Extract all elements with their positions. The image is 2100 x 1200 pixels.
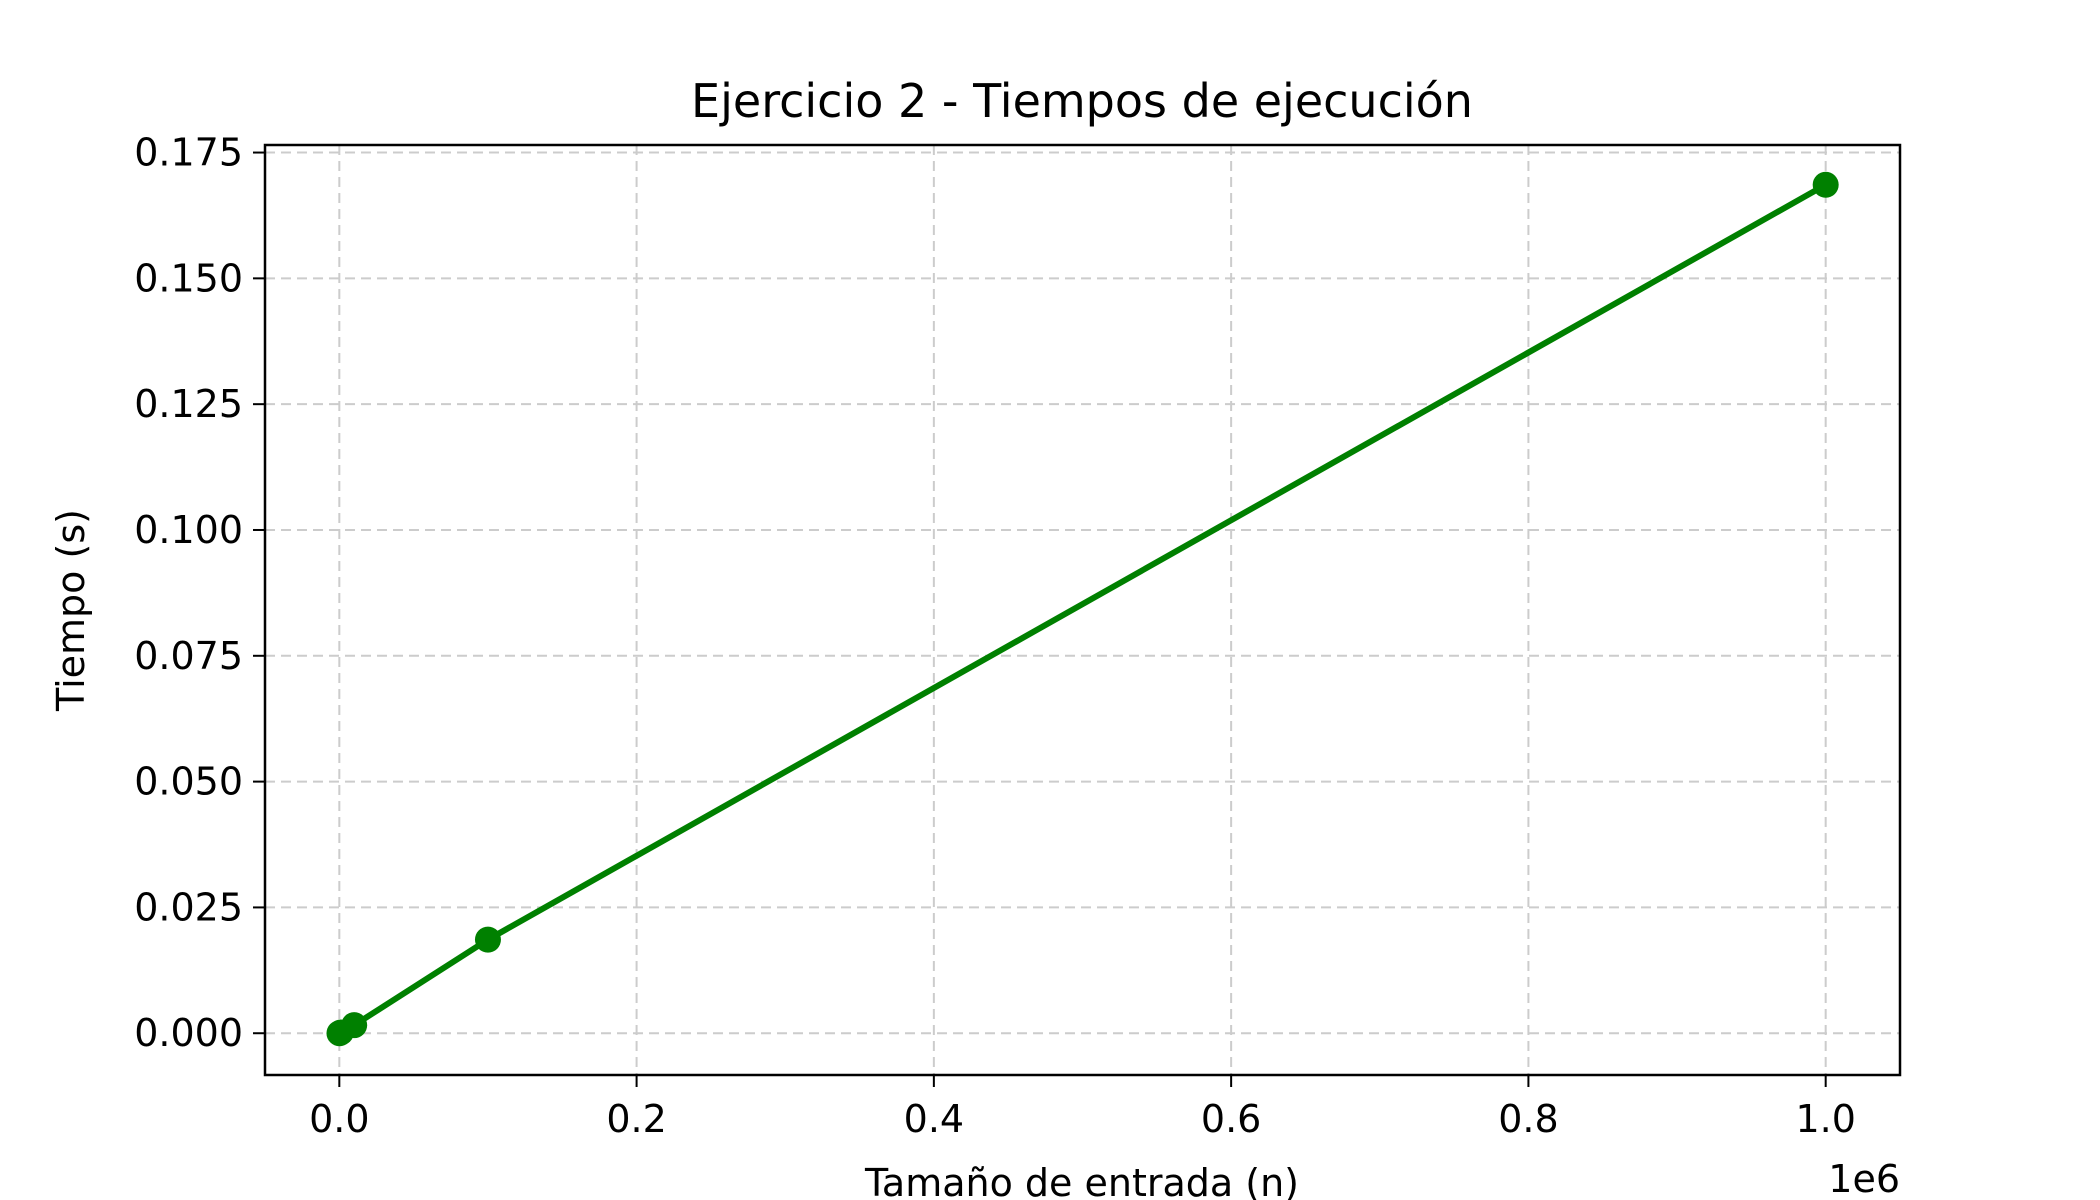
- x-axis-offset-label: 1e6: [1828, 1157, 1900, 1200]
- y-axis-label: Tiempo (s): [49, 509, 93, 712]
- series-line: [336, 181, 1829, 1037]
- x-tick-label: 0.8: [1498, 1097, 1558, 1141]
- x-tick-label: 0.2: [606, 1097, 666, 1141]
- chart-title: Ejercicio 2 - Tiempos de ejecución: [691, 74, 1473, 128]
- series-line-group: [336, 181, 1829, 1037]
- y-axis-ticks: 0.000 0.025 0.050 0.075 0.100 0.125 0.150 0.175: [134, 131, 265, 1055]
- data-points: [326, 171, 1839, 1047]
- x-tick-label: 1.0: [1795, 1097, 1855, 1141]
- y-tick-label: 0.000: [134, 1011, 243, 1055]
- x-tick-label: 0.4: [904, 1097, 964, 1141]
- y-tick-label: 0.100: [134, 508, 243, 552]
- x-tick-label: 0.6: [1201, 1097, 1261, 1141]
- data-point: [341, 1012, 368, 1039]
- y-tick-label: 0.175: [134, 131, 243, 175]
- y-tick-label: 0.025: [134, 885, 243, 929]
- y-tick-label: 0.050: [134, 760, 243, 804]
- y-tick-label: 0.075: [134, 634, 243, 678]
- grid: [265, 145, 1900, 1075]
- y-tick-label: 0.125: [134, 382, 243, 426]
- x-axis-ticks: 0.0 0.2 0.4 0.6 0.8 1.0: [309, 1075, 1856, 1141]
- x-axis-label: Tamaño de entrada (n): [864, 1161, 1299, 1200]
- plot-frame: [263, 143, 1902, 1077]
- data-point: [1812, 171, 1839, 198]
- y-tick-label: 0.150: [134, 256, 243, 300]
- x-tick-label: 0.0: [309, 1097, 369, 1141]
- data-point: [474, 926, 501, 953]
